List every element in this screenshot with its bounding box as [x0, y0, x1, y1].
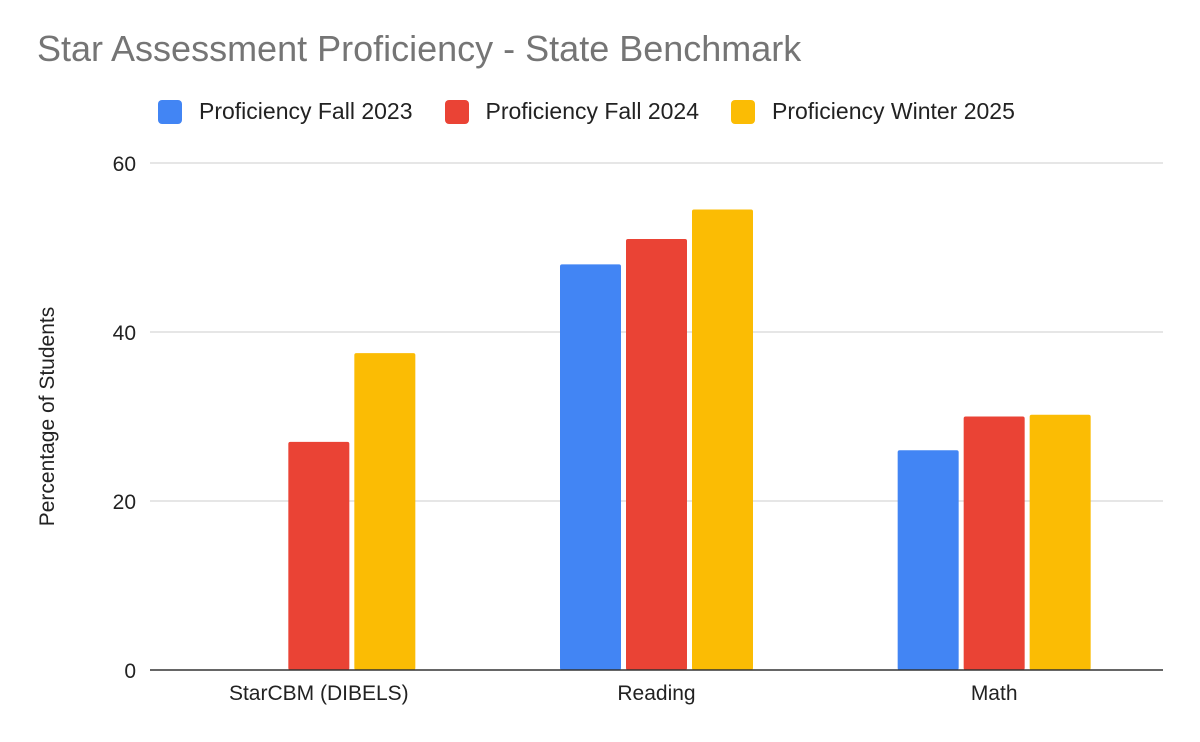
axis-labels: 0 20 40 60 StarCBM (DIBELS) Reading Math Percen… [36, 153, 1018, 705]
bar-math-series-2[interactable] [1029, 414, 1091, 670]
bars [288, 209, 1091, 671]
legend-swatch-fall-2023 [158, 99, 182, 124]
x-tick-label-1: Reading [617, 682, 695, 705]
y-tick-label-40: 40 [113, 322, 136, 345]
y-axis-title: Percentage of Students [36, 307, 59, 527]
bar-starcbm-dibels-series-2[interactable] [354, 353, 416, 670]
legend-swatch-winter-2025 [731, 99, 755, 124]
y-tick-label-20: 20 [113, 491, 136, 514]
chart-title: Star Assessment Proficiency - State Benc… [37, 28, 802, 69]
legend-label-fall-2024: Proficiency Fall 2024 [485, 98, 700, 124]
bar-reading-series-2[interactable] [692, 209, 753, 670]
legend-label-winter-2025: Proficiency Winter 2025 [772, 98, 1015, 124]
y-tick-label-0: 0 [124, 660, 136, 683]
legend-swatch-fall-2024 [444, 99, 469, 124]
bar-math-series-1[interactable] [963, 416, 1025, 671]
bar-math-series-0[interactable] [897, 450, 959, 670]
bar-reading-series-0[interactable] [560, 264, 621, 670]
legend-item-winter-2025[interactable]: Proficiency Winter 2025 [731, 98, 1015, 125]
x-tick-label-0: StarCBM (DIBELS) [229, 682, 409, 705]
x-tick-label-2: Math [971, 682, 1018, 705]
legend-item-fall-2024[interactable]: Proficiency Fall 2024 [444, 98, 700, 125]
legend-label-fall-2023: Proficiency Fall 2023 [199, 98, 413, 124]
legend: Proficiency Fall 2023 Proficiency Fall 2… [158, 98, 1047, 125]
legend-item-fall-2023[interactable]: Proficiency Fall 2023 [158, 98, 413, 125]
bar-starcbm-dibels-series-1[interactable] [288, 441, 350, 670]
bar-reading-series-1[interactable] [626, 239, 687, 671]
y-tick-label-60: 60 [113, 153, 136, 176]
